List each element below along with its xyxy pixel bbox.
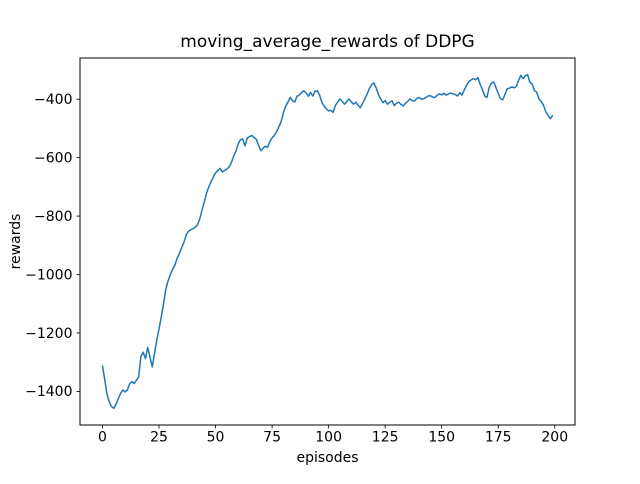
x-tick-label: 200 [541,430,568,446]
x-tick-label: 0 [98,430,107,446]
y-tick-label: −1200 [25,326,72,342]
x-tick-label: 125 [372,430,399,446]
y-tick-label: −1000 [25,267,72,283]
y-tick-label: −800 [34,209,72,225]
x-tick-label: 50 [207,430,225,446]
chart-title: moving_average_rewards of DDPG [180,32,474,52]
y-tick-label: −1400 [25,384,72,400]
x-tick-label: 75 [263,430,281,446]
x-tick-label: 175 [485,430,512,446]
x-tick-label: 100 [315,430,342,446]
y-ticks: −400 −600 −800 −1000 −1200 −1400 [25,92,80,400]
y-tick-label: −400 [34,92,72,108]
x-tick-label: 25 [150,430,168,446]
y-axis-label: rewards [8,214,24,270]
x-axis-label: episodes [296,450,358,466]
x-ticks: 0 25 50 75 100 125 150 175 200 [98,425,568,446]
y-tick-label: −600 [34,150,72,166]
axes-frame [79,57,576,426]
reward-line [101,73,554,410]
x-tick-label: 150 [428,430,455,446]
